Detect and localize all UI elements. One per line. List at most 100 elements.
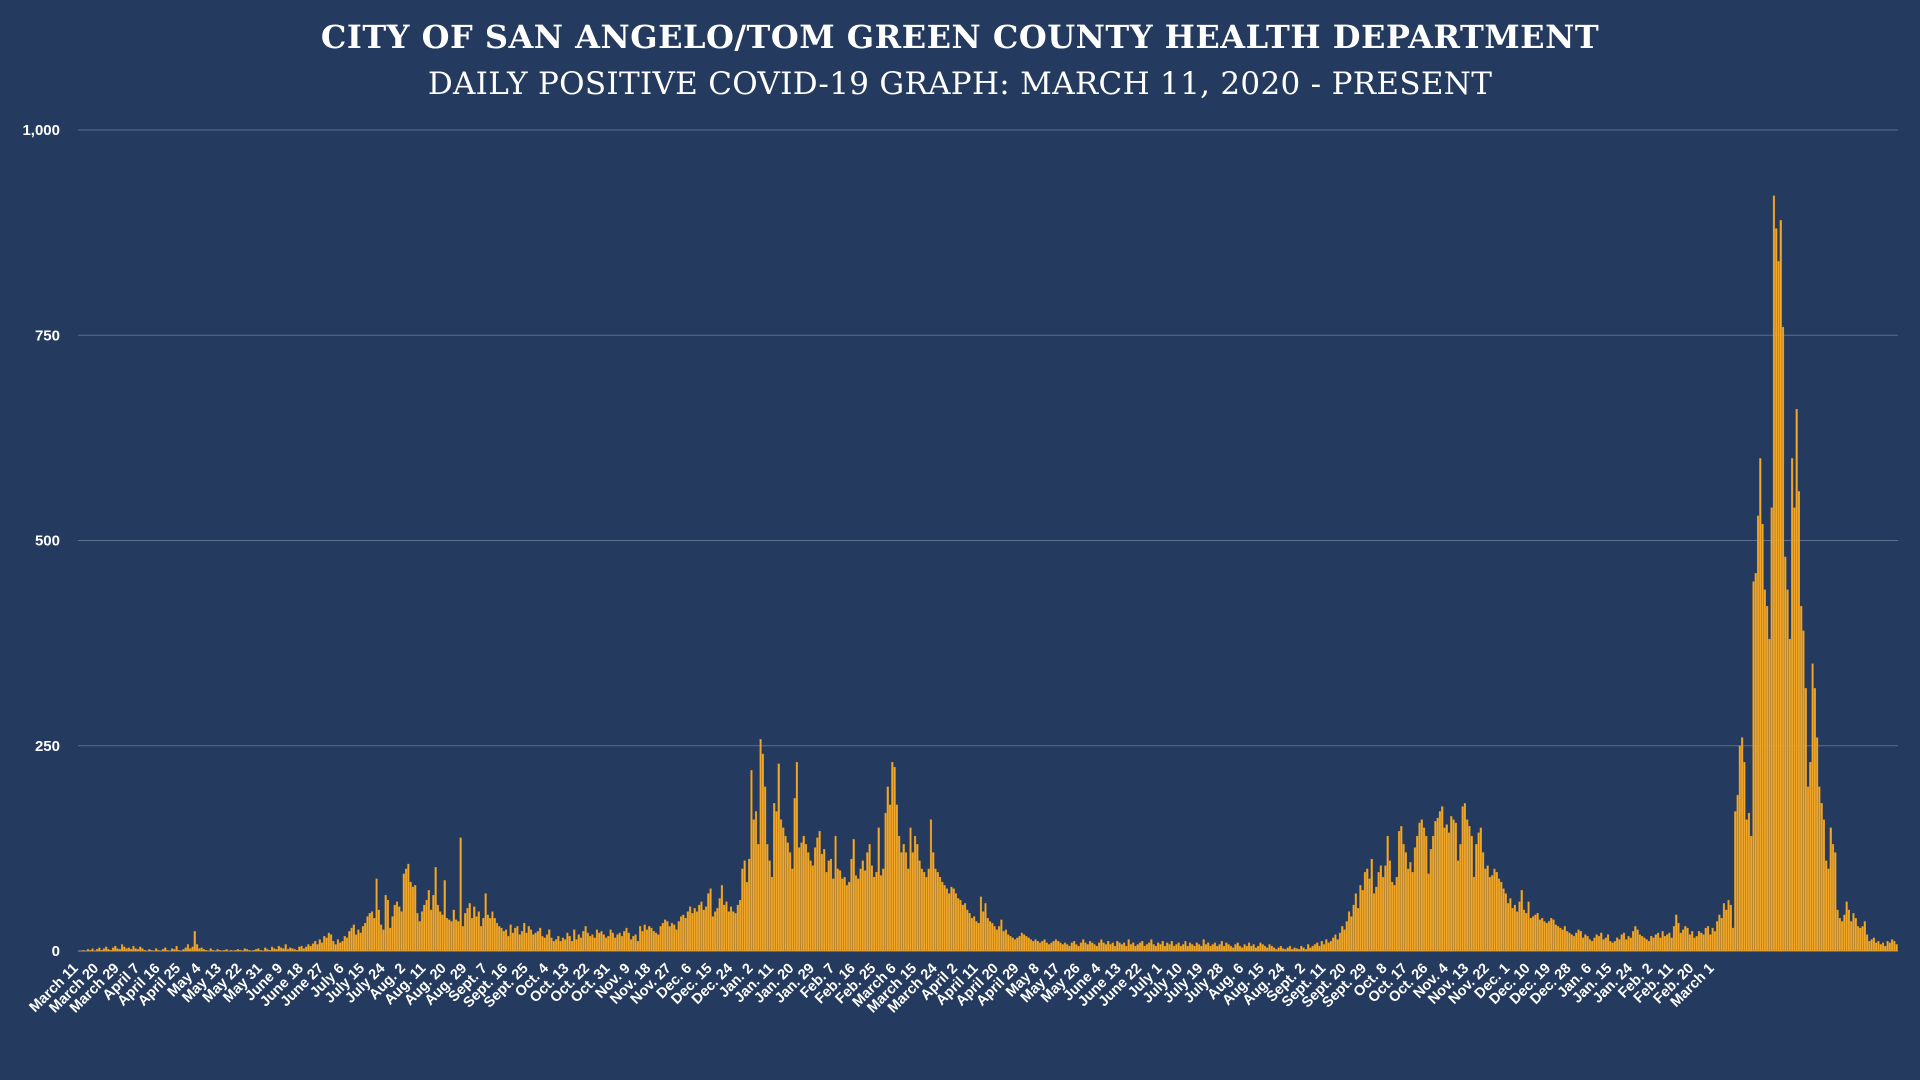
bar xyxy=(1213,942,1217,952)
bar xyxy=(932,852,935,952)
bar xyxy=(420,911,424,952)
bar xyxy=(929,819,933,952)
bar xyxy=(1409,862,1412,952)
bar xyxy=(807,852,810,952)
bar xyxy=(280,947,283,952)
bar xyxy=(1338,932,1342,952)
bar xyxy=(1886,941,1889,952)
bar xyxy=(641,931,644,952)
bar xyxy=(1093,944,1096,952)
bar xyxy=(1661,931,1664,952)
bar xyxy=(1068,945,1071,952)
bar xyxy=(1241,947,1244,952)
bar xyxy=(714,911,717,952)
bar xyxy=(1738,745,1741,952)
bar xyxy=(1529,918,1532,952)
bar xyxy=(1475,844,1478,952)
bar xyxy=(268,950,271,952)
bar xyxy=(1895,944,1898,952)
bar xyxy=(616,934,619,952)
bar xyxy=(1461,806,1464,952)
bar xyxy=(323,936,326,952)
bar xyxy=(105,946,108,952)
bar xyxy=(1111,942,1114,952)
bar xyxy=(1877,941,1880,952)
bar xyxy=(1116,941,1119,952)
bar xyxy=(1557,926,1560,952)
bar xyxy=(1561,929,1564,952)
bar xyxy=(1347,911,1351,952)
bar xyxy=(1434,821,1437,952)
bar xyxy=(718,898,721,952)
bar xyxy=(598,932,601,952)
bar xyxy=(1341,926,1344,952)
bar xyxy=(1004,929,1008,952)
bar xyxy=(1627,936,1630,952)
bar xyxy=(1718,914,1721,952)
bar xyxy=(1586,936,1589,952)
bar xyxy=(1620,934,1623,952)
bar xyxy=(918,860,921,952)
bar xyxy=(318,939,321,952)
bar xyxy=(643,924,646,952)
bar xyxy=(1602,939,1605,952)
bar xyxy=(1547,921,1551,952)
bar xyxy=(1427,873,1430,952)
bar xyxy=(1779,220,1782,952)
bar xyxy=(1693,937,1696,952)
bar xyxy=(182,949,185,952)
bar xyxy=(1284,949,1287,952)
bar xyxy=(952,888,955,952)
bar xyxy=(475,916,478,952)
bar xyxy=(1432,835,1435,952)
bar xyxy=(859,868,862,952)
bar xyxy=(1766,606,1769,952)
bar xyxy=(484,893,487,952)
bar xyxy=(302,948,305,952)
bar xyxy=(691,913,694,952)
bar xyxy=(1691,931,1694,952)
bar xyxy=(1413,847,1417,952)
bar xyxy=(948,893,951,952)
bar xyxy=(968,913,971,952)
bar xyxy=(1102,942,1105,952)
bar xyxy=(1554,924,1557,952)
bar xyxy=(348,931,351,952)
bar xyxy=(391,916,394,952)
bar xyxy=(1486,865,1489,952)
bar xyxy=(216,949,219,952)
bar xyxy=(870,865,873,952)
bar xyxy=(1643,937,1646,952)
bar xyxy=(1236,942,1239,952)
bar xyxy=(723,904,726,952)
bar xyxy=(580,937,583,952)
bar xyxy=(209,948,212,952)
bar xyxy=(700,901,703,952)
bar xyxy=(1516,911,1519,952)
bar xyxy=(1731,927,1735,952)
bar xyxy=(393,904,396,952)
bar xyxy=(941,881,944,952)
bar xyxy=(205,950,208,952)
bar xyxy=(1613,941,1616,952)
bar xyxy=(604,937,608,952)
bar xyxy=(1234,944,1237,952)
bar xyxy=(975,921,978,952)
bar xyxy=(1029,939,1033,952)
bar xyxy=(732,911,735,952)
bar xyxy=(1641,936,1644,952)
grid-lines xyxy=(78,129,1898,952)
bar xyxy=(1502,888,1505,952)
bar xyxy=(748,858,751,952)
bar xyxy=(1020,932,1023,952)
bar xyxy=(1866,934,1869,952)
bar xyxy=(448,919,451,952)
bar xyxy=(761,753,764,952)
bar xyxy=(1082,939,1085,952)
bar xyxy=(639,926,642,952)
bar xyxy=(375,878,378,952)
bar xyxy=(248,950,251,952)
bar xyxy=(407,863,410,952)
bar xyxy=(1584,934,1587,952)
bar xyxy=(536,931,539,952)
